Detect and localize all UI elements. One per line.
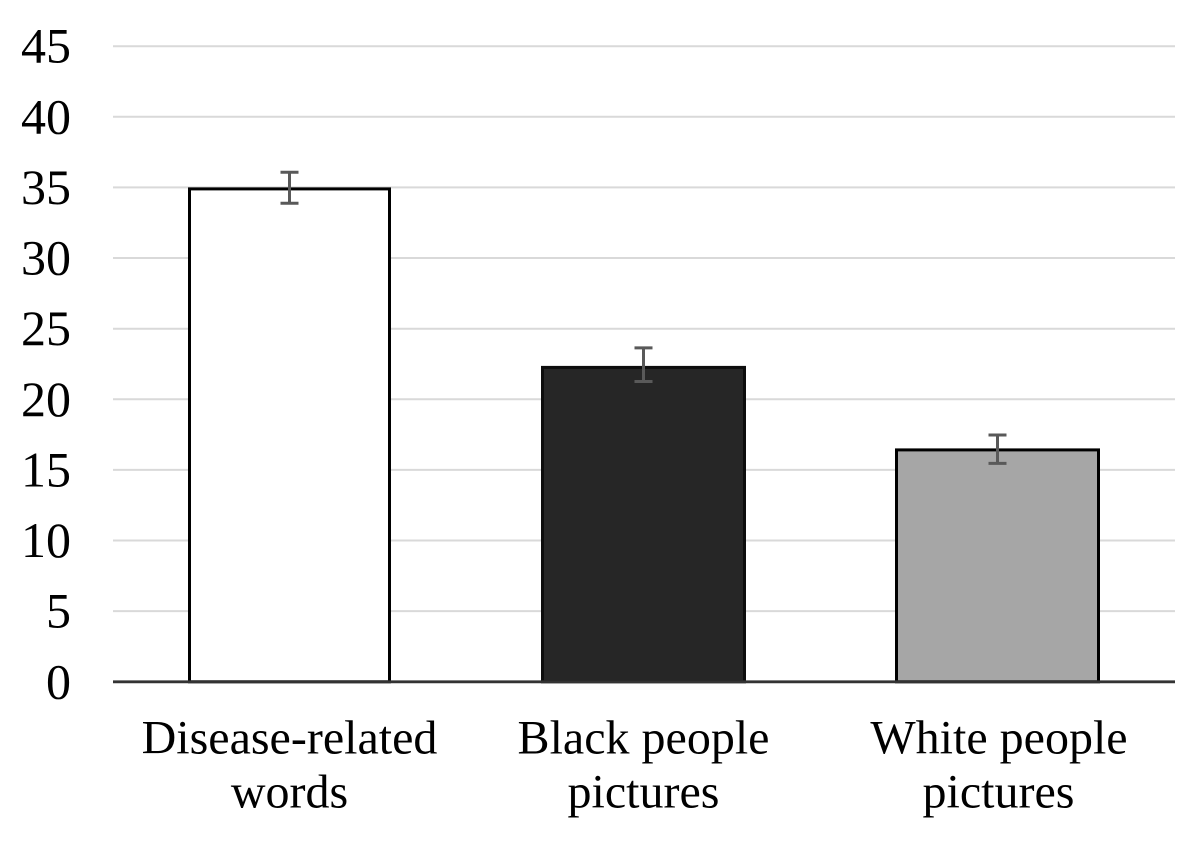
svg-text:0: 0 bbox=[46, 653, 71, 709]
svg-text:15: 15 bbox=[21, 441, 71, 497]
svg-text:25: 25 bbox=[21, 300, 71, 356]
svg-text:30: 30 bbox=[21, 230, 71, 286]
svg-text:pictures: pictures bbox=[568, 766, 720, 819]
svg-text:40: 40 bbox=[21, 88, 71, 144]
svg-text:20: 20 bbox=[21, 371, 71, 427]
svg-text:Disease-related: Disease-related bbox=[142, 712, 438, 765]
svg-text:White people: White people bbox=[870, 712, 1127, 765]
svg-text:pictures: pictures bbox=[923, 766, 1075, 819]
svg-text:Black people: Black people bbox=[518, 712, 770, 765]
svg-text:10: 10 bbox=[21, 512, 71, 568]
svg-text:words: words bbox=[231, 766, 348, 819]
svg-text:5: 5 bbox=[46, 583, 71, 639]
svg-text:45: 45 bbox=[21, 18, 71, 74]
svg-text:35: 35 bbox=[21, 159, 71, 215]
